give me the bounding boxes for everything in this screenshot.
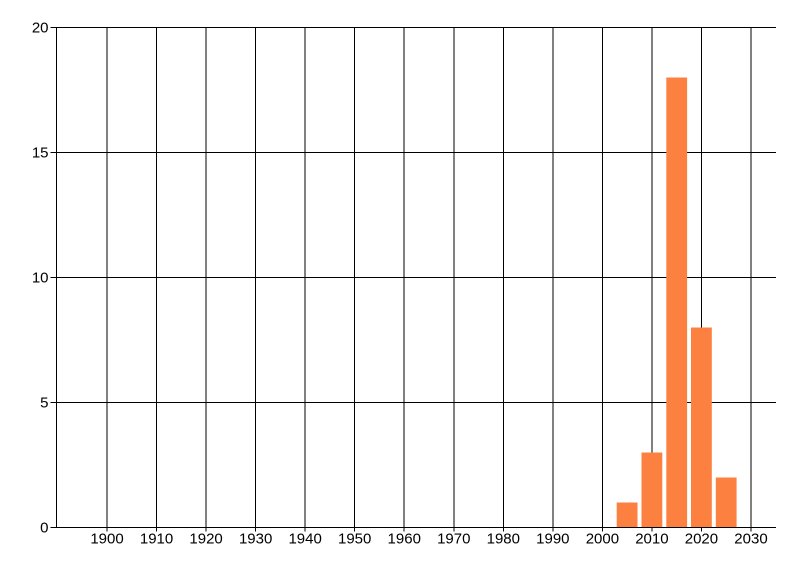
x-tick-label: 1940 — [288, 531, 321, 548]
x-tick-label: 1950 — [338, 531, 371, 548]
bar — [715, 477, 737, 528]
x-tick-label: 2010 — [635, 531, 668, 548]
x-tick-label: 1910 — [140, 531, 173, 548]
y-tick-label: 5 — [40, 395, 48, 412]
x-tick-label: 2030 — [734, 531, 767, 548]
x-tick-label: 1930 — [239, 531, 272, 548]
x-tick-label: 1970 — [437, 531, 470, 548]
grid-lines — [50, 27, 776, 532]
x-tick-label: 1990 — [536, 531, 569, 548]
x-tick-label: 2000 — [586, 531, 619, 548]
x-tick-label: 1920 — [189, 531, 222, 548]
y-tick-label: 10 — [32, 270, 49, 287]
y-tick-label: 15 — [32, 145, 49, 162]
bars — [616, 77, 737, 528]
y-tick-label: 0 — [40, 520, 48, 537]
x-tick-label: 2020 — [685, 531, 718, 548]
bar — [616, 502, 638, 528]
y-tick-label: 20 — [32, 20, 49, 37]
axes — [50, 27, 776, 528]
bar — [641, 452, 663, 528]
x-tick-label: 1900 — [90, 531, 123, 548]
tick-labels: 0 5 10 15 20 1900 1910 1920 1930 1940 1950 1960 1970… — [32, 20, 768, 548]
bar — [691, 327, 712, 528]
x-tick-label: 1960 — [388, 531, 421, 548]
bar — [666, 77, 688, 528]
x-tick-label: 1980 — [487, 531, 520, 548]
